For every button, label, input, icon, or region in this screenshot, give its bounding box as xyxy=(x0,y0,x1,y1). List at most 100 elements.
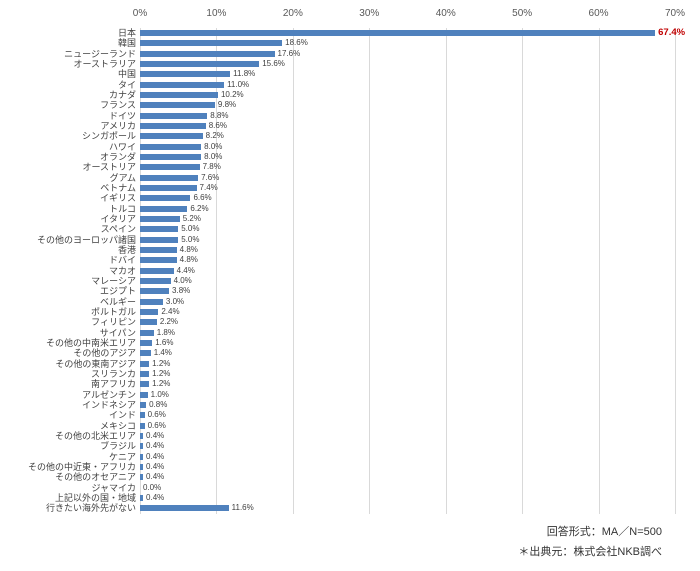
bar xyxy=(140,278,171,285)
value-label: 4.4% xyxy=(176,265,195,275)
bar-row: アルゼンチン 1.0% xyxy=(0,389,700,400)
bar-area: 8.2% xyxy=(140,132,675,140)
value-label: 2.4% xyxy=(161,307,180,317)
value-label: 1.4% xyxy=(153,348,172,358)
bar xyxy=(140,216,180,223)
bar xyxy=(140,412,145,419)
category-label: 上記以外の国・地域 xyxy=(54,492,136,503)
value-label: 1.2% xyxy=(152,368,171,378)
x-axis-tick: 60% xyxy=(588,8,609,19)
category-label: アメリカ xyxy=(100,121,136,132)
value-label: 8.2% xyxy=(205,131,224,141)
value-label: 10.2% xyxy=(220,90,244,100)
value-label: 11.0% xyxy=(227,79,250,89)
bar-row: 行きたい海外先がない 11.6% xyxy=(0,503,700,513)
category-label: 南アフリカ xyxy=(90,379,136,390)
bar-row: ケニア 0.4% xyxy=(0,451,700,462)
bar-row: トルコ 6.2% xyxy=(0,204,700,214)
bar-area: 6.2% xyxy=(140,204,675,213)
value-label: 8.6% xyxy=(208,121,227,131)
bar xyxy=(140,298,163,305)
category-label: インド xyxy=(108,410,136,421)
bar-row: グアム 7.6% xyxy=(0,173,700,183)
bar xyxy=(140,154,202,161)
bar-area: 1.2% xyxy=(140,380,675,388)
bar-row: マカオ 4.4% xyxy=(0,266,700,276)
bar-area: 1.8% xyxy=(140,328,675,337)
bar-row: インドネシア 0.8% xyxy=(0,400,700,410)
bar-row: ハワイ 8.0% xyxy=(0,142,700,152)
value-label: 6.6% xyxy=(193,193,212,203)
bar xyxy=(140,257,177,264)
bar xyxy=(140,30,656,37)
value-label: 4.8% xyxy=(179,245,198,255)
bar-area: 1.6% xyxy=(140,339,675,347)
gridline xyxy=(445,28,447,514)
bar xyxy=(140,391,148,398)
category-label: 中国 xyxy=(117,69,136,80)
x-axis-tick: 0% xyxy=(132,8,148,19)
bar-area: 8.0% xyxy=(140,142,675,151)
bar-area: 10.2% xyxy=(140,91,675,99)
bar xyxy=(140,381,150,388)
category-label: イギリス xyxy=(99,193,136,204)
category-label: ドイツ xyxy=(108,110,136,121)
category-label: ベルギー xyxy=(99,296,136,307)
bar-chart: 0% 10% 20% 30% 40% 50% 60% 70% 日本 67.4% 韓国 18.6% ニュ… xyxy=(0,8,700,514)
bar-row: オランダ 8.0% xyxy=(0,152,700,162)
bar xyxy=(140,360,150,367)
value-label: 1.2% xyxy=(152,379,171,389)
value-label: 8.0% xyxy=(204,152,223,162)
bar xyxy=(140,494,144,501)
bar-row: エジプト 3.8% xyxy=(0,286,700,296)
bar-row: ベトナム 7.4% xyxy=(0,183,700,193)
category-label: その他の中南米エリア xyxy=(45,338,136,348)
bar-area: 11.8% xyxy=(140,70,675,78)
value-label: 11.6% xyxy=(231,503,254,513)
bar-area: 6.6% xyxy=(140,194,675,202)
bar-area: 4.8% xyxy=(140,246,675,254)
category-label: エジプト xyxy=(99,286,136,297)
bar xyxy=(140,422,145,429)
category-label: カナダ xyxy=(108,90,136,101)
value-label: 0.6% xyxy=(147,420,166,430)
bar-row: 上記以外の国・地域 0.4% xyxy=(0,493,700,503)
bar-row: 香港 4.8% xyxy=(0,245,700,255)
category-label: スペイン xyxy=(100,224,136,235)
bar xyxy=(140,226,179,233)
bar xyxy=(140,267,174,274)
x-axis-tick: 40% xyxy=(435,8,456,19)
bar xyxy=(140,185,197,192)
bar xyxy=(140,463,144,470)
bar-area: 11.6% xyxy=(140,504,675,512)
category-label: その他のアジア xyxy=(73,348,136,359)
bar xyxy=(140,505,229,512)
bar-area: 0.4% xyxy=(140,462,675,471)
bar-area: 11.0% xyxy=(140,79,675,89)
bar-area: 1.0% xyxy=(140,390,675,399)
bar-area: 0.6% xyxy=(140,411,675,419)
bar-area: 0.4% xyxy=(140,492,675,502)
value-label: 18.6% xyxy=(285,38,308,48)
x-axis-tick: 70% xyxy=(664,8,686,19)
gridline xyxy=(292,28,294,514)
bar-area: 0.6% xyxy=(140,420,675,430)
gridline xyxy=(598,28,600,514)
bar-row: カナダ 10.2% xyxy=(0,90,700,100)
bar-area: 4.4% xyxy=(140,265,675,275)
value-label: 0.4% xyxy=(146,492,165,502)
gridline xyxy=(216,28,218,514)
bar-row: インド 0.6% xyxy=(0,410,700,420)
category-label: 日本 xyxy=(117,28,136,39)
value-label: 15.6% xyxy=(262,59,285,69)
bar-row: ブラジル 0.4% xyxy=(0,441,700,451)
x-axis: 0% 10% 20% 30% 40% 50% 60% 70% xyxy=(133,8,685,22)
bar-area: 8.8% xyxy=(140,111,675,120)
category-label: その他の北米エリア xyxy=(54,430,136,441)
category-label: オランダ xyxy=(99,152,136,163)
bar-area: 7.8% xyxy=(140,163,675,171)
bar-row: その他のオセアニア 0.4% xyxy=(0,472,700,482)
bar xyxy=(140,112,208,119)
bar-area: 0.8% xyxy=(140,400,675,409)
bar-area: 4.0% xyxy=(140,277,675,285)
